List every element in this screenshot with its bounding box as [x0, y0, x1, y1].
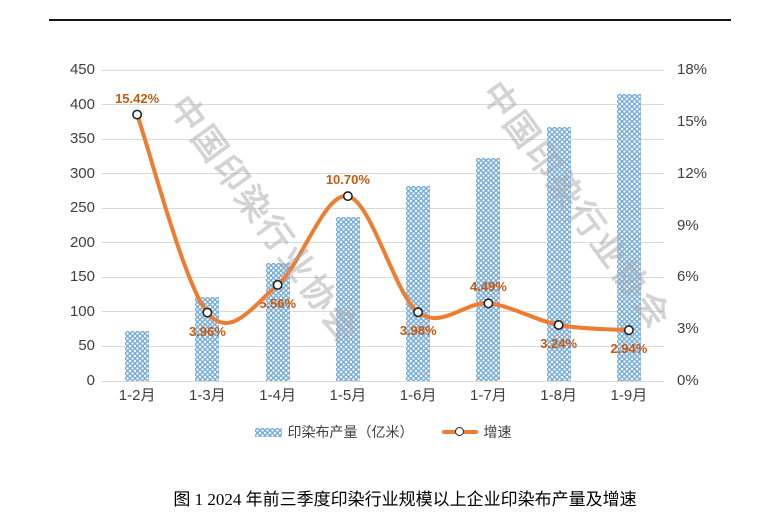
y-axis-tick-left: 200 [69, 233, 95, 251]
gridline [102, 345, 664, 347]
x-axis-label: 1-4月 [259, 387, 296, 404]
x-axis-label: 1-3月 [189, 387, 226, 404]
x-axis-label: 1-5月 [329, 387, 367, 404]
y-axis-tick-right: 6% [677, 268, 699, 286]
y-axis-tick-left: 50 [78, 337, 95, 355]
gridline [102, 104, 664, 106]
legend-label-production: 印染布产量（亿米） [287, 424, 414, 440]
legend: 印染布产量（亿米） 增速 [102, 422, 664, 442]
gridline [102, 311, 664, 313]
legend-item-production: 印染布产量（亿米） [254, 422, 414, 442]
figure-caption: 图 1 2024 年前三季度印染行业规模以上企业印染布产量及增速 [173, 490, 637, 509]
y-axis-tick-right: 3% [677, 320, 699, 338]
y-axis-tick-right: 15% [677, 112, 708, 130]
y-axis-tick-left: 250 [69, 199, 95, 217]
x-axis-label: 1-2月 [118, 387, 156, 404]
y-axis-tick-left: 0 [86, 372, 95, 389]
line-marker [342, 191, 353, 202]
bar-1-7月 [476, 158, 501, 381]
y-axis-tick-right: 18% [677, 61, 708, 78]
top-divider-rule [49, 19, 731, 21]
legend-item-growth: 增速 [441, 422, 512, 442]
x-axis-label: 1-6月 [399, 387, 437, 404]
y-axis-tick-left: 350 [69, 130, 95, 148]
x-axis-label: 1-7月 [470, 387, 507, 404]
legend-label-growth: 增速 [483, 424, 512, 440]
y-axis-tick-right: 0% [677, 372, 699, 389]
x-axis-label: 1-8月 [540, 387, 577, 404]
y-axis-tick-left: 450 [69, 61, 95, 78]
y-axis-tick-right: 9% [677, 216, 699, 234]
data-label-1-7月: 4.49% [469, 279, 507, 295]
data-label-1-8月: 3.24% [540, 336, 578, 352]
data-label-1-2月: 15.42% [115, 90, 160, 106]
data-label-1-5月: 10.70% [325, 172, 370, 188]
gridline [102, 380, 664, 382]
bar-1-2月 [125, 330, 150, 381]
y-axis-tick-left: 300 [69, 164, 95, 182]
data-label-1-3月: 3.96% [188, 323, 226, 339]
bar-1-6月 [406, 186, 431, 381]
bar-swatch-icon [254, 427, 282, 437]
y-axis-tick-left: 100 [69, 302, 95, 320]
gridline [102, 69, 664, 71]
line-marker [132, 109, 143, 120]
data-label-1-6月: 3.98% [399, 323, 437, 339]
gridline [102, 276, 664, 278]
x-axis-label: 1-9月 [610, 387, 648, 404]
data-label-1-4月: 5.56% [259, 295, 297, 311]
bar-1-3月 [195, 296, 220, 381]
watermark-text: 中国印染行业协会 [472, 74, 680, 338]
line-marker-swatch-icon [441, 427, 478, 437]
data-label-1-9月: 2.94% [610, 341, 648, 357]
y-axis-tick-left: 400 [69, 95, 95, 113]
y-axis-tick-left: 150 [69, 268, 95, 286]
y-axis-tick-right: 12% [677, 164, 708, 182]
